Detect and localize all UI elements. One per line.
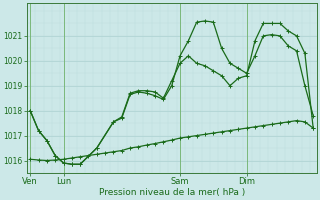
X-axis label: Pression niveau de la mer( hPa ): Pression niveau de la mer( hPa ) [99,188,245,197]
